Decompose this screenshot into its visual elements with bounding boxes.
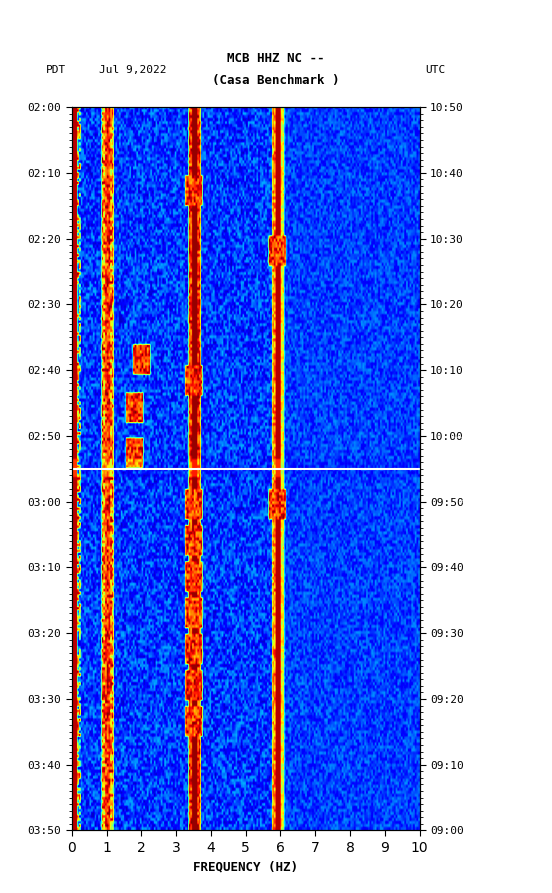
Text: USGS: USGS	[13, 24, 64, 43]
Text: PDT: PDT	[46, 64, 66, 75]
X-axis label: FREQUENCY (HZ): FREQUENCY (HZ)	[193, 861, 298, 873]
Text: MCB HHZ NC --: MCB HHZ NC --	[227, 52, 325, 64]
Text: Jul 9,2022: Jul 9,2022	[99, 64, 167, 75]
Text: (Casa Benchmark ): (Casa Benchmark )	[213, 74, 339, 87]
Text: UTC: UTC	[425, 64, 445, 75]
